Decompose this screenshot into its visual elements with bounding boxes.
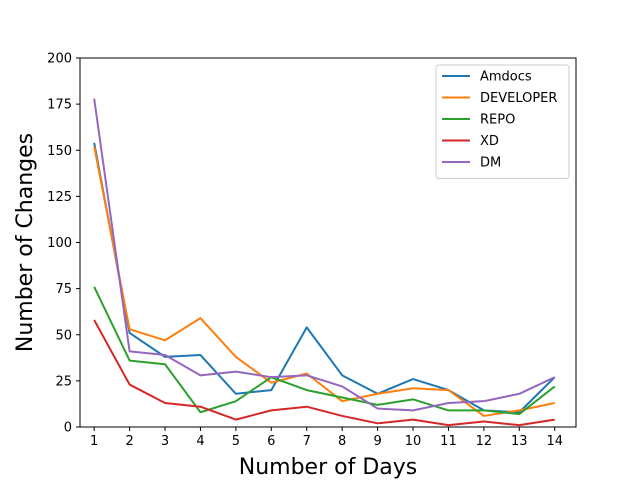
x-tick-label: 1 — [90, 434, 98, 449]
y-tick-label: 100 — [47, 236, 72, 251]
x-tick-label: 13 — [511, 434, 528, 449]
series-line-amdocs — [93, 142, 556, 414]
x-tick-label: 4 — [196, 434, 204, 449]
plot-lines — [93, 98, 556, 427]
x-tick-label: 9 — [373, 434, 381, 449]
legend-label: Amdocs — [480, 70, 532, 85]
y-tick-label: 200 — [47, 52, 72, 67]
legend-label: REPO — [480, 113, 515, 128]
x-tick-label: 7 — [303, 434, 311, 449]
y-tick-label: 175 — [47, 98, 72, 113]
legend-label: XD — [480, 134, 499, 149]
x-tick-label: 6 — [267, 434, 275, 449]
y-tick-label: 75 — [55, 282, 72, 297]
y-tick-label: 0 — [64, 421, 72, 436]
plot-frame — [79, 57, 577, 428]
x-axis-label: Number of Days — [239, 455, 417, 480]
series-line-dm — [93, 98, 556, 412]
series-line-developer — [93, 146, 555, 417]
y-axis-label: Number of Changes — [13, 133, 38, 352]
legend-box — [435, 64, 570, 179]
x-tick-label: 14 — [546, 434, 563, 449]
x-tick-label: 10 — [405, 434, 422, 449]
series-line-xd — [93, 319, 555, 427]
x-tick-label: 2 — [125, 434, 133, 449]
y-tick-label: 50 — [55, 328, 72, 343]
y-tick-label: 125 — [47, 190, 72, 205]
x-tick-label: 5 — [232, 434, 240, 449]
x-tick-label: 12 — [476, 434, 493, 449]
x-tick-label: 8 — [338, 434, 346, 449]
series-line-repo — [93, 286, 556, 416]
legend: Amdocs DEVELOPER REPO XD DM — [435, 64, 570, 179]
x-axis-ticks: 1 2 3 4 5 6 7 8 9 10 11 12 13 14 — [90, 427, 563, 449]
x-tick-label: 11 — [440, 434, 457, 449]
legend-label: DEVELOPER — [480, 91, 557, 106]
legend-label: DM — [480, 156, 501, 171]
y-axis-ticks: 0 25 50 75 100 125 150 175 200 — [47, 52, 80, 436]
y-tick-label: 25 — [55, 374, 72, 389]
y-tick-label: 150 — [47, 144, 72, 159]
x-tick-label: 3 — [161, 434, 169, 449]
